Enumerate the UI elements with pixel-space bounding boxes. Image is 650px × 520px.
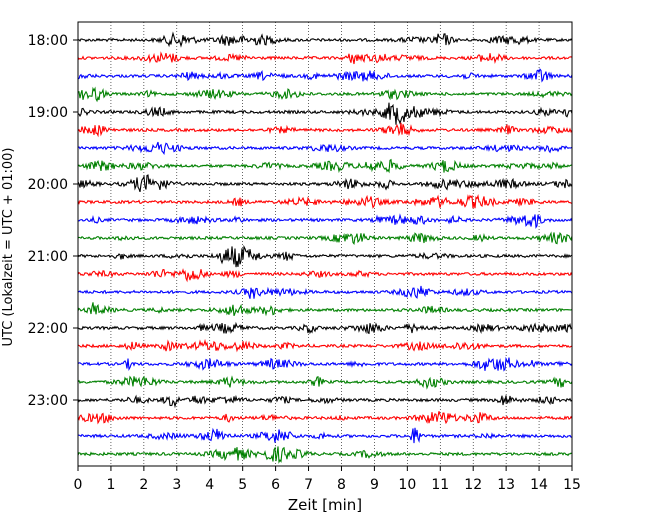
trace-2345 <box>77 446 573 464</box>
trace-2200 <box>77 321 573 335</box>
trace-2330 <box>77 427 573 444</box>
trace-2315 <box>77 411 573 425</box>
x-tick-label: 9 <box>370 477 379 493</box>
y-tick-label: 20:00 <box>28 177 68 193</box>
trace-2230 <box>77 356 573 372</box>
trace-2030 <box>77 213 573 229</box>
x-tick-label: 7 <box>304 477 313 493</box>
trace-2145 <box>77 302 573 317</box>
x-axis-label: Zeit [min] <box>288 496 362 514</box>
trace-2045 <box>77 231 573 246</box>
x-tick-label: 0 <box>74 477 83 493</box>
seismogram-traces <box>77 31 573 464</box>
trace-2215 <box>77 338 573 353</box>
y-tick-label: 23:00 <box>28 393 68 409</box>
x-tick-label: 10 <box>398 477 416 493</box>
y-axis-label: UTC (Lokalzeit = UTC + 01:00) <box>1 148 16 347</box>
y-tick-label: 22:00 <box>28 321 68 337</box>
y-tick-label: 19:00 <box>28 105 68 121</box>
trace-1845 <box>77 86 573 103</box>
trace-2300 <box>77 394 573 409</box>
y-tick-label: 18:00 <box>28 33 68 49</box>
x-tick-label: 4 <box>205 477 214 493</box>
x-axis: 0 1 2 3 4 5 6 7 8 9 10 11 12 13 14 15 <box>74 466 581 493</box>
trace-1900 <box>77 102 573 125</box>
x-tick-label: 1 <box>106 477 115 493</box>
y-tick-label: 21:00 <box>28 249 68 265</box>
x-tick-label: 11 <box>431 477 449 493</box>
trace-1800 <box>77 31 573 48</box>
trace-2100 <box>77 244 573 268</box>
trace-1930 <box>77 141 573 156</box>
x-tick-label: 6 <box>271 477 280 493</box>
x-tick-label: 8 <box>337 477 346 493</box>
x-tick-label: 14 <box>530 477 548 493</box>
x-tick-label: 5 <box>238 477 247 493</box>
trace-2245 <box>77 375 573 390</box>
x-tick-label: 15 <box>563 477 581 493</box>
grid-lines <box>110 22 540 466</box>
trace-1915 <box>77 122 573 138</box>
trace-2130 <box>77 285 573 299</box>
y-axis: 18:00 19:00 20:00 21:00 22:00 23:00 <box>28 33 78 409</box>
trace-1815 <box>77 51 573 65</box>
trace-2115 <box>77 268 573 283</box>
trace-2000 <box>77 174 573 193</box>
plot-frame <box>77 21 573 467</box>
trace-1830 <box>77 68 573 83</box>
x-tick-label: 12 <box>464 477 482 493</box>
trace-2015 <box>77 193 573 209</box>
trace-1945 <box>77 158 573 174</box>
x-tick-label: 3 <box>172 477 181 493</box>
x-tick-label: 13 <box>497 477 515 493</box>
x-tick-label: 2 <box>139 477 148 493</box>
